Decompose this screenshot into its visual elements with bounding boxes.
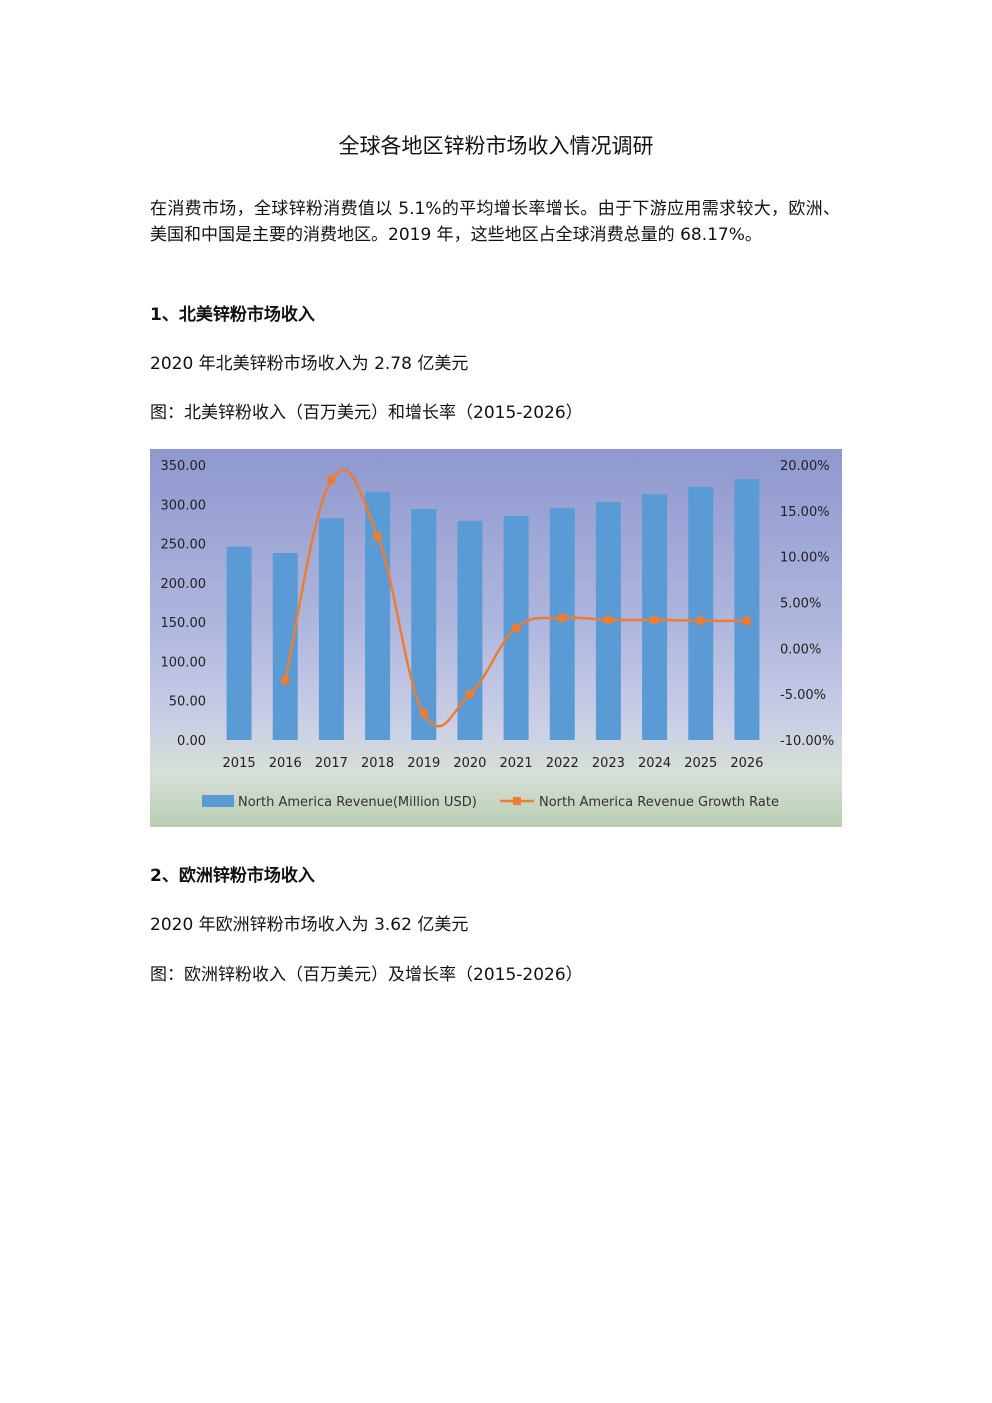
y-left-tick-label: 350.00 — [161, 459, 207, 474]
north-america-chart: 0.00 50.00 100.00 150.00 200.00 250.00 300.00 3… — [150, 449, 842, 827]
bar-2022 — [549, 508, 575, 740]
y-right-tick-label: 0.00% — [780, 642, 821, 657]
bar-2016 — [272, 553, 298, 740]
bar-2017 — [318, 518, 344, 740]
growth-point-2026 — [742, 616, 751, 625]
y-right-tick-label: -10.00% — [780, 734, 834, 749]
y-right-tick-label: 20.00% — [780, 459, 830, 474]
legend-line-marker — [513, 797, 521, 805]
y-left-tick-label: 150.00 — [161, 616, 207, 631]
y-right-tick-label: 10.00% — [780, 551, 830, 566]
x-tick-label: 2019 — [407, 756, 440, 771]
growth-point-2018 — [373, 532, 382, 541]
y-left-tick-label: 200.00 — [161, 577, 207, 592]
x-tick-label: 2026 — [730, 756, 763, 771]
growth-point-2023 — [604, 615, 613, 624]
x-tick-label: 2025 — [684, 756, 717, 771]
x-tick-label: 2021 — [500, 756, 533, 771]
legend-bar-label: North America Revenue(Million USD) — [238, 795, 477, 810]
north-america-revenue-line: 2020 年北美锌粉市场收入为 2.78 亿美元 — [150, 354, 469, 374]
bar-2018 — [365, 491, 391, 740]
europe-chart-caption: 图：欧洲锌粉收入（百万美元）及增长率（2015-2026） — [150, 965, 583, 985]
section-heading-europe: 2、欧洲锌粉市场收入 — [150, 866, 315, 886]
growth-point-2019 — [419, 709, 428, 718]
legend-bar-swatch — [202, 795, 234, 807]
x-tick-label: 2015 — [223, 756, 256, 771]
page-title: 全球各地区锌粉市场收入情况调研 — [338, 134, 654, 158]
x-tick-label: 2022 — [546, 756, 579, 771]
bar-2015 — [226, 546, 252, 740]
bar-2026 — [734, 479, 760, 740]
bar-2019 — [411, 509, 437, 740]
europe-revenue-line: 2020 年欧洲锌粉市场收入为 3.62 亿美元 — [150, 915, 469, 935]
growth-point-2022 — [558, 614, 567, 623]
y-left-tick-label: 300.00 — [161, 498, 207, 513]
x-tick-label: 2016 — [269, 756, 302, 771]
y-left-tick-label: 100.00 — [161, 655, 207, 670]
chart-background — [150, 449, 842, 827]
y-right-tick-label: 5.00% — [780, 597, 821, 612]
y-left-tick-label: 250.00 — [161, 538, 207, 553]
y-left-tick-label: 50.00 — [169, 695, 206, 710]
growth-point-2021 — [512, 624, 521, 633]
growth-point-2024 — [650, 615, 659, 624]
growth-point-2016 — [281, 676, 290, 685]
bar-2025 — [688, 487, 714, 740]
x-tick-label: 2017 — [315, 756, 348, 771]
growth-point-2017 — [327, 475, 336, 484]
x-tick-label: 2023 — [592, 756, 625, 771]
y-right-tick-label: -5.00% — [780, 688, 826, 703]
x-tick-label: 2020 — [453, 756, 486, 771]
x-tick-label: 2018 — [361, 756, 394, 771]
section-heading-north-america: 1、北美锌粉市场收入 — [150, 305, 315, 325]
y-left-tick-label: 0.00 — [177, 734, 206, 749]
x-tick-label: 2024 — [638, 756, 671, 771]
legend-line-label: North America Revenue Growth Rate — [539, 795, 779, 810]
north-america-chart-caption: 图：北美锌粉收入（百万美元）和增长率（2015-2026） — [150, 403, 583, 423]
growth-point-2020 — [465, 690, 474, 699]
bar-2020 — [457, 520, 483, 740]
growth-point-2025 — [696, 616, 705, 625]
chart-svg: 0.00 50.00 100.00 150.00 200.00 250.00 300.00 3… — [150, 449, 842, 827]
intro-paragraph: 在消费市场，全球锌粉消费值以 5.1%的平均增长率增长。由于下游应用需求较大，欧… — [150, 199, 840, 245]
y-right-tick-label: 15.00% — [780, 505, 830, 520]
